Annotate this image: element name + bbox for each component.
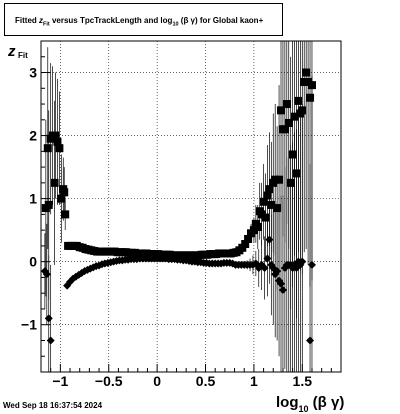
data-point-square	[241, 240, 250, 249]
data-point-square	[44, 200, 53, 209]
y-tick-label: 1	[29, 191, 37, 207]
x-tick-label: 0.5	[196, 373, 216, 389]
data-point-square	[292, 169, 301, 178]
data-point-square	[61, 210, 70, 219]
data-point-diamond	[278, 286, 287, 295]
data-point-square	[290, 112, 299, 121]
y-axis-label: z Fit	[8, 43, 28, 60]
chart-title: Fitted zFit versus TpcTrackLength and lo…	[15, 16, 264, 28]
x-axis-label: log10 (β γ)	[276, 394, 345, 414]
data-point-square	[50, 178, 59, 187]
data-point-square	[259, 197, 268, 206]
x-tick-label: −1	[52, 373, 68, 389]
x-tick-label: 0	[153, 373, 161, 389]
data-point-diamond	[277, 279, 285, 288]
x-tick-label: −0.5	[95, 373, 123, 389]
data-point-square	[43, 144, 52, 153]
y-tick-label: 3	[29, 65, 37, 81]
data-point-square	[294, 96, 303, 105]
data-point-diamond	[306, 336, 315, 345]
data-point-square	[244, 234, 253, 243]
x-tick-label: 1	[250, 373, 258, 389]
data-point-square	[53, 137, 62, 146]
data-point-diamond	[44, 314, 53, 323]
timestamp: Wed Sep 18 16:37:54 2024	[3, 401, 103, 410]
data-point-diamond	[263, 254, 272, 263]
data-point-square	[298, 106, 307, 115]
y-tick-label: 2	[29, 128, 37, 144]
y-tick-label: −1	[21, 317, 37, 333]
data-point-square	[275, 175, 284, 184]
data-point-diamond	[260, 263, 269, 272]
data-point-square	[273, 204, 282, 213]
data-point-diamond	[46, 336, 55, 345]
data-point-square	[286, 178, 295, 187]
data-point-diamond	[273, 267, 282, 276]
data-point-diamond	[42, 270, 51, 279]
data-point-square	[253, 222, 262, 231]
data-point-square	[307, 81, 316, 90]
plot-frame	[40, 40, 342, 373]
data-point-square	[55, 144, 64, 153]
data-point-square	[261, 213, 270, 222]
data-point-square	[284, 118, 293, 127]
data-point-square	[280, 125, 289, 134]
data-point-square	[57, 194, 66, 203]
y-tick-label: 0	[29, 254, 37, 270]
data-point-square	[302, 68, 311, 77]
data-point-square	[51, 131, 60, 140]
x-tick-label: 1.5	[293, 373, 313, 389]
data-point-square	[282, 100, 291, 109]
plot-area	[41, 41, 341, 372]
data-point-diamond	[298, 257, 307, 266]
data-point-diamond	[307, 260, 316, 269]
data-point-square	[267, 200, 276, 209]
data-point-square	[60, 188, 69, 197]
data-point-square	[288, 150, 297, 159]
data-point-diamond	[265, 235, 274, 244]
data-point-square	[306, 93, 315, 102]
chart-title-box: Fitted zFit versus TpcTrackLength and lo…	[4, 3, 283, 36]
data-point-square	[263, 191, 272, 200]
data-point-square	[265, 185, 274, 194]
data-point-square	[277, 106, 285, 115]
